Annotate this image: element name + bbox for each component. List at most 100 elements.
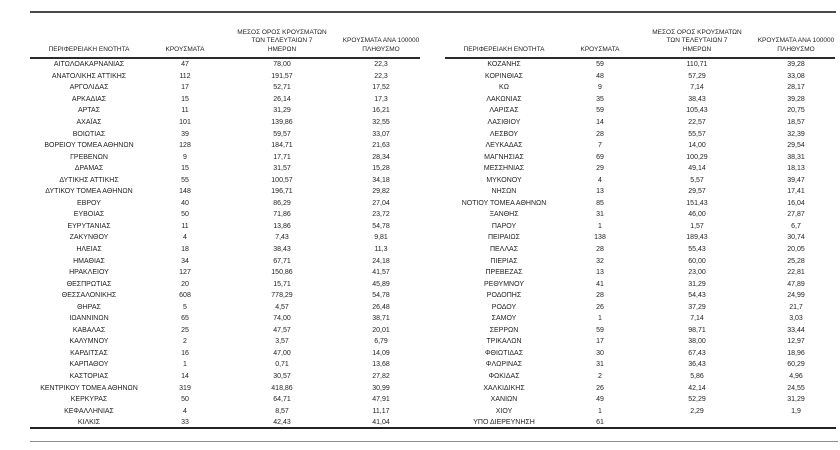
- table-row: ΚΑΣΤΟΡΙΑΣ 14 30,57 27,82: [30, 371, 420, 383]
- column-header-cases: ΚΡΟΥΣΜΑΤΑ: [580, 46, 620, 54]
- avg7-value: 8,57: [275, 407, 289, 415]
- table-body: ΑΙΤΩΛΟΑΚΑΡΝΑΝΙΑΣ 47 78,00 22,3 ΑΝΑΤΟΛΙΚΗΣ ΑΤ…: [30, 59, 420, 429]
- avg7-value: 52,71: [273, 84, 291, 92]
- table-row: ΣΑΜΟΥ 1 7,14 3,03: [445, 313, 835, 325]
- region-name: ΚΩ: [499, 84, 509, 92]
- column-header-avg7: ΜΕΣΟΣ ΟΡΟΣ ΚΡΟΥΣΜΑΤΩΝ ΤΩΝ ΤΕΛΕΥΤΑΙΩΝ 7 Η…: [652, 28, 742, 54]
- table-row: ΚΩ 9 7,14 28,17: [445, 82, 835, 94]
- table-row: ΛΑΡΙΣΑΣ 59 105,43 20,75: [445, 105, 835, 117]
- table-row: ΡΟΔΟΠΗΣ 28 54,43 24,99: [445, 290, 835, 302]
- per100k-value: 23,72: [372, 211, 390, 219]
- avg7-value: 150,86: [271, 269, 293, 277]
- per100k-value: 12,97: [787, 338, 805, 346]
- table-row: ΚΟΖΑΝΗΣ 59 110,71 39,28: [445, 59, 835, 71]
- region-name: ΚΙΛΚΙΣ: [77, 419, 101, 427]
- cases-value: 33: [181, 419, 189, 427]
- cases-value: 16: [181, 349, 189, 357]
- region-name: ΠΕΛΛΑΣ: [489, 246, 519, 254]
- cases-value: 148: [179, 188, 191, 196]
- region-name: ΝΗΣΩΝ: [491, 188, 517, 196]
- cases-value: 15: [181, 165, 189, 173]
- cases-value: 101: [179, 119, 191, 126]
- region-name: ΤΡΙΚΑΛΩΝ: [486, 338, 522, 346]
- cases-value: 61: [596, 419, 604, 427]
- region-name: ΚΑΒΑΛΑΣ: [72, 326, 106, 334]
- column-header-per100k: ΚΡΟΥΣΜΑΤΑ ΑΝΑ 100000 ΠΛΗΘΥΣΜΟ: [342, 37, 420, 54]
- avg7-value: 98,71: [688, 326, 706, 334]
- per100k-value: 39,47: [787, 176, 805, 184]
- region-name: ΠΑΡΟΥ: [491, 222, 517, 230]
- avg7-value: 55,43: [688, 246, 706, 254]
- per100k-value: 33,07: [372, 130, 390, 138]
- per100k-value: 4,96: [789, 373, 803, 381]
- avg7-value: 7,14: [690, 315, 704, 323]
- region-name: ΑΡΓΟΛΙΔΑΣ: [69, 84, 109, 92]
- per100k-value: 24,55: [787, 384, 805, 392]
- table-row: ΖΑΚΥΝΘΟΥ 4 7,43 9,81: [30, 232, 420, 244]
- table-row: ΝΟΤΙΟΥ ΤΟΜΕΑ ΑΘΗΝΩΝ 85 151,43 16,04: [445, 198, 835, 210]
- per100k-value: 38,31: [787, 153, 805, 161]
- per100k-value: 33,44: [787, 326, 805, 334]
- cases-value: 9: [183, 153, 187, 161]
- cases-value: 48: [596, 72, 604, 80]
- avg7-value: 151,43: [686, 199, 708, 207]
- cases-value: 26: [596, 303, 604, 311]
- avg7-value: 778,29: [271, 292, 293, 300]
- table-row: ΗΜΑΘΙΑΣ 34 67,71 24,18: [30, 255, 420, 267]
- cases-value: 4: [183, 234, 187, 242]
- avg7-value: 0,71: [275, 361, 289, 369]
- per100k-value: 47,91: [372, 396, 390, 404]
- region-name: ΑΝΑΤΟΛΙΚΗΣ ΑΤΤΙΚΗΣ: [51, 72, 127, 80]
- per100k-value: 11,17: [372, 407, 390, 415]
- avg7-value: 52,29: [688, 396, 706, 404]
- table-row: ΗΛΕΙΑΣ 18 38,43 11,3: [30, 244, 420, 256]
- region-name: ΦΛΩΡΙΝΑΣ: [485, 361, 523, 369]
- avg7-value: 60,00: [688, 257, 706, 265]
- avg7-value: 7,43: [275, 234, 289, 242]
- region-name: ΘΗΡΑΣ: [77, 303, 101, 311]
- table-row: ΛΕΥΚΑΔΑΣ 7 14,00 29,54: [445, 140, 835, 152]
- avg7-value: 189,43: [686, 234, 708, 242]
- avg7-value: 47,57: [273, 326, 291, 334]
- table-row: ΘΕΣΣΑΛΟΝΙΚΗΣ 608 778,29 54,78: [30, 290, 420, 302]
- cases-value: 2: [598, 373, 602, 381]
- region-name: ΦΩΚΙΔΑΣ: [488, 373, 520, 381]
- cases-value: 7: [598, 142, 602, 150]
- per100k-value: 21,63: [372, 142, 390, 150]
- per100k-value: 20,01: [372, 326, 390, 334]
- table-row: ΑΙΤΩΛΟΑΚΑΡΝΑΝΙΑΣ 47 78,00 22,3: [30, 59, 420, 71]
- region-name: ΚΑΡΔΙΤΣΑΣ: [70, 349, 108, 357]
- table-row: ΗΡΑΚΛΕΙΟΥ 127 150,86 41,57: [30, 267, 420, 279]
- per100k-value: 24,18: [372, 257, 390, 265]
- cases-value: 28: [596, 130, 604, 138]
- region-name: ΦΘΙΩΤΙΔΑΣ: [484, 349, 524, 357]
- column-header-avg7: ΜΕΣΟΣ ΟΡΟΣ ΚΡΟΥΣΜΑΤΩΝ ΤΩΝ ΤΕΛΕΥΤΑΙΩΝ 7 Η…: [237, 28, 327, 54]
- cases-value: 127: [179, 269, 191, 277]
- cases-value: 41: [596, 280, 604, 288]
- cases-value: 1: [598, 315, 602, 323]
- cases-value: 55: [181, 176, 189, 184]
- avg7-value: 100,57: [271, 176, 293, 184]
- table-row: ΒΟΡΕΙΟΥ ΤΟΜΕΑ ΑΘΗΝΩΝ 128 184,71 21,63: [30, 140, 420, 152]
- region-name: ΞΑΝΘΗΣ: [489, 211, 519, 219]
- region-name: ΒΟΡΕΙΟΥ ΤΟΜΕΑ ΑΘΗΝΩΝ: [44, 142, 134, 150]
- table-row: ΕΥΡΥΤΑΝΙΑΣ 11 13,86 54,78: [30, 221, 420, 233]
- avg7-value: 196,71: [271, 188, 293, 196]
- table-row: ΚΑΡΠΑΘΟΥ 1 0,71 13,68: [30, 359, 420, 371]
- cases-value: 40: [181, 199, 189, 207]
- avg7-value: 100,29: [686, 153, 708, 161]
- footer-divider: [30, 441, 838, 442]
- cases-value: 25: [181, 326, 189, 334]
- table-row: ΦΛΩΡΙΝΑΣ 31 36,43 60,29: [445, 359, 835, 371]
- avg7-value: 71,86: [273, 211, 291, 219]
- per100k-value: 47,89: [787, 280, 805, 288]
- avg7-value: 110,71: [686, 61, 708, 69]
- avg7-value: 191,57: [271, 72, 293, 80]
- region-name: ΔΥΤΙΚΟΥ ΤΟΜΕΑ ΑΘΗΝΩΝ: [45, 188, 133, 196]
- region-name: ΕΥΒΟΙΑΣ: [73, 211, 105, 219]
- table-row: ΧΑΛΚΙΔΙΚΗΣ 26 42,14 24,55: [445, 382, 835, 394]
- region-name: ΝΟΤΙΟΥ ΤΟΜΕΑ ΑΘΗΝΩΝ: [461, 199, 547, 207]
- table-row: ΔΡΑΜΑΣ 15 31,57 15,28: [30, 163, 420, 175]
- region-name: ΧΙΟΥ: [495, 407, 513, 415]
- cases-value: 28: [596, 246, 604, 254]
